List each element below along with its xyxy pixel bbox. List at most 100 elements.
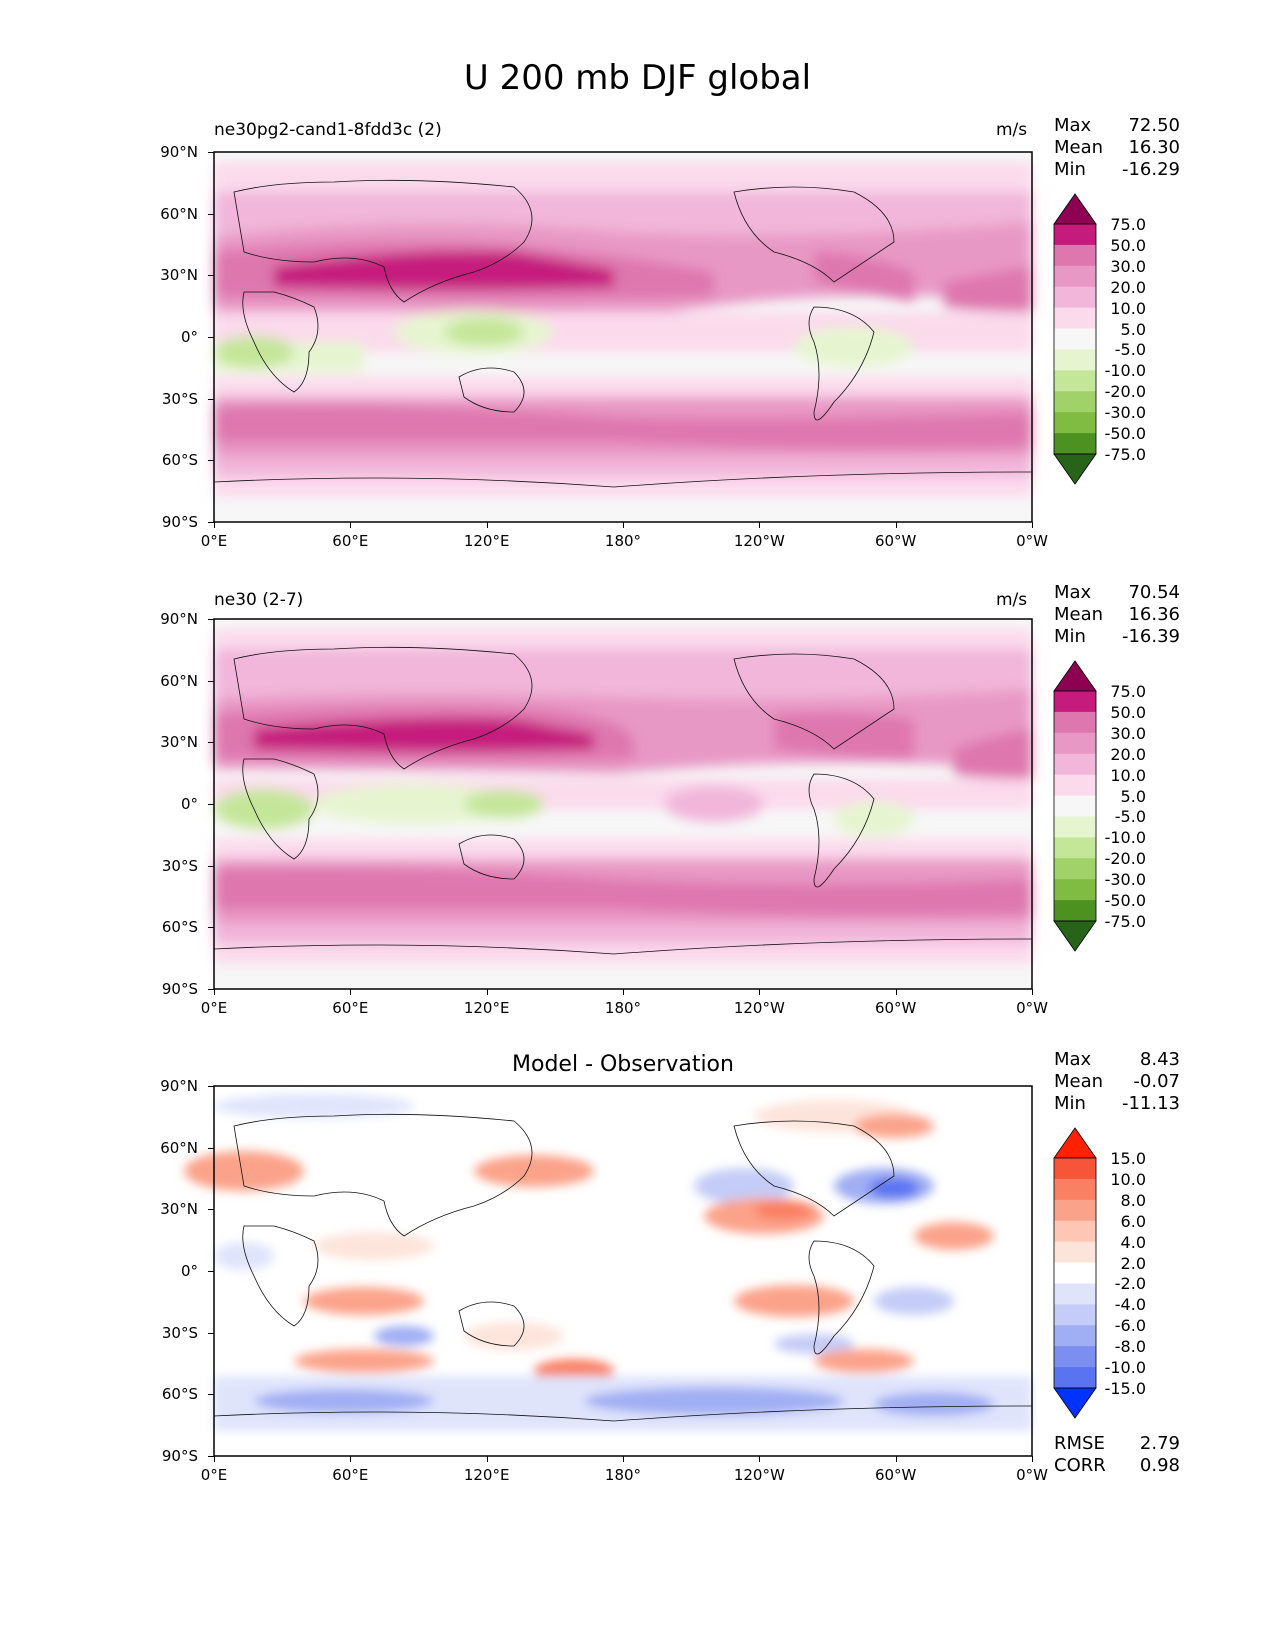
lat-tick-mark: [208, 1332, 214, 1334]
stat-min-value: -11.13: [1121, 1093, 1180, 1114]
lat-tick-mark: [208, 989, 214, 990]
lat-tick-mark: [208, 865, 214, 867]
colorbar-level-label: 5.0: [1120, 786, 1146, 806]
colorbar: [1053, 1127, 1097, 1419]
lat-tick-mark: [208, 1086, 214, 1087]
stat-rmse-value: 2.79: [1139, 1433, 1180, 1454]
colorbar-level-label: -75.0: [1104, 445, 1146, 464]
stat-max-value: 70.54: [1128, 582, 1180, 603]
lon-tick-label: 180°: [604, 1466, 642, 1484]
colorbar-level-label: 50.0: [1110, 702, 1146, 722]
colorbar-level-label: 10.0: [1110, 1169, 1146, 1189]
colorbar-segment: [1054, 691, 1096, 713]
lat-tick-mark: [208, 460, 214, 462]
lon-tick-label: 120°W: [733, 532, 785, 550]
colorbar-segment: [1054, 774, 1096, 797]
colorbar-level-label: 75.0: [1110, 215, 1146, 234]
colorbar-segment: [1054, 900, 1096, 922]
colorbar-segment: [1054, 391, 1096, 413]
stat-max-label: Max: [1054, 1049, 1092, 1070]
lat-tick-mark: [208, 927, 214, 929]
lon-tick-mark: [623, 1456, 624, 1462]
lat-tick-label: 0°: [180, 795, 198, 813]
colorbar-segment: [1054, 433, 1096, 455]
lon-tick-label: 120°E: [463, 1466, 510, 1484]
lon-tick-mark: [1032, 1456, 1033, 1462]
lat-tick-label: 30°S: [161, 389, 198, 408]
panel-center-title: Model - Observation: [512, 1052, 734, 1077]
panel-units: m/s: [996, 590, 1028, 610]
colorbar-segment: [1054, 1325, 1096, 1347]
lon-tick-mark: [759, 1456, 761, 1462]
colorbar-extend-bottom: [1053, 1387, 1097, 1419]
lat-tick-mark: [208, 275, 214, 277]
coastlines: [213, 179, 1033, 488]
lat-tick-mark: [208, 522, 214, 523]
colorbar-level-label: 10.0: [1110, 765, 1146, 785]
lat-tick-label: 0°: [180, 328, 198, 346]
stat-min-value: -16.29: [1121, 159, 1180, 180]
map-frame: [213, 151, 1033, 523]
lat-tick-label: 60°N: [160, 1138, 198, 1157]
colorbar-level-label: 8.0: [1120, 1190, 1146, 1210]
lon-tick-mark: [759, 522, 761, 528]
colorbar-segment: [1054, 1346, 1096, 1368]
stat-max-value: 8.43: [1139, 1049, 1180, 1070]
colorbar-level-label: 20.0: [1110, 744, 1146, 764]
colorbar: [1053, 660, 1097, 952]
stat-mean-value: 16.36: [1128, 604, 1180, 625]
colorbar-segment: [1054, 1199, 1096, 1222]
lon-tick-mark: [895, 522, 897, 528]
colorbar-segment: [1054, 349, 1096, 371]
colorbar-level-label: -2.0: [1114, 1274, 1146, 1294]
colorbar-level-label: 75.0: [1110, 682, 1146, 701]
colorbar-level-label: -15.0: [1104, 1379, 1146, 1398]
lon-tick-mark: [350, 522, 352, 528]
colorbar-level-label: -5.0: [1114, 340, 1146, 360]
stat-min-label: Min: [1054, 626, 1086, 647]
lat-tick-label: 30°N: [160, 1200, 198, 1219]
colorbar-level-label: 20.0: [1110, 277, 1146, 297]
colorbar-level-label: -8.0: [1114, 1337, 1146, 1357]
lon-tick-mark: [486, 989, 488, 995]
colorbar-level-label: 50.0: [1110, 235, 1146, 255]
lon-tick-label: 0°W: [1016, 999, 1048, 1017]
colorbar-segment: [1054, 1367, 1096, 1389]
figure-title: U 200 mb DJF global: [463, 58, 812, 98]
colorbar-level-label: -75.0: [1104, 912, 1146, 931]
colorbar-segment: [1054, 711, 1096, 734]
stat-mean-value: 16.30: [1128, 137, 1180, 158]
lon-tick-mark: [214, 989, 215, 995]
colorbar-level-label: -4.0: [1114, 1295, 1146, 1315]
lat-tick-label: 30°S: [161, 1323, 198, 1342]
map-frame: [184, 1085, 1033, 1457]
lat-tick-label: 30°N: [160, 266, 198, 285]
lat-tick-mark: [208, 1271, 214, 1272]
lon-tick-label: 60°E: [332, 532, 369, 550]
lat-tick-mark: [208, 804, 214, 805]
lon-tick-label: 60°W: [874, 1466, 917, 1484]
colorbar-segment: [1054, 753, 1096, 776]
lat-tick-mark: [208, 1456, 214, 1457]
lat-tick-mark: [208, 1147, 214, 1149]
lon-tick-label: 180°: [604, 532, 642, 550]
lat-tick-label: 90°N: [160, 1077, 198, 1095]
colorbar-level-label: -50.0: [1104, 424, 1146, 444]
colorbar-level-label: 10.0: [1110, 298, 1146, 318]
colorbar-segment: [1054, 837, 1096, 859]
colorbar-level-label: -5.0: [1114, 807, 1146, 827]
lon-tick-mark: [486, 522, 488, 528]
stat-min-label: Min: [1054, 159, 1086, 180]
lon-tick-mark: [350, 989, 352, 995]
map-frame: [213, 618, 1033, 990]
stat-mean-label: Mean: [1054, 604, 1104, 625]
panel-units: m/s: [996, 120, 1028, 140]
lat-tick-mark: [208, 1209, 214, 1211]
lat-tick-mark: [208, 152, 214, 153]
colorbar-level-label: 30.0: [1110, 256, 1146, 276]
colorbar-level-label: -6.0: [1114, 1316, 1146, 1336]
lat-tick-label: 60°N: [160, 671, 198, 690]
lon-tick-label: 60°W: [874, 532, 917, 550]
